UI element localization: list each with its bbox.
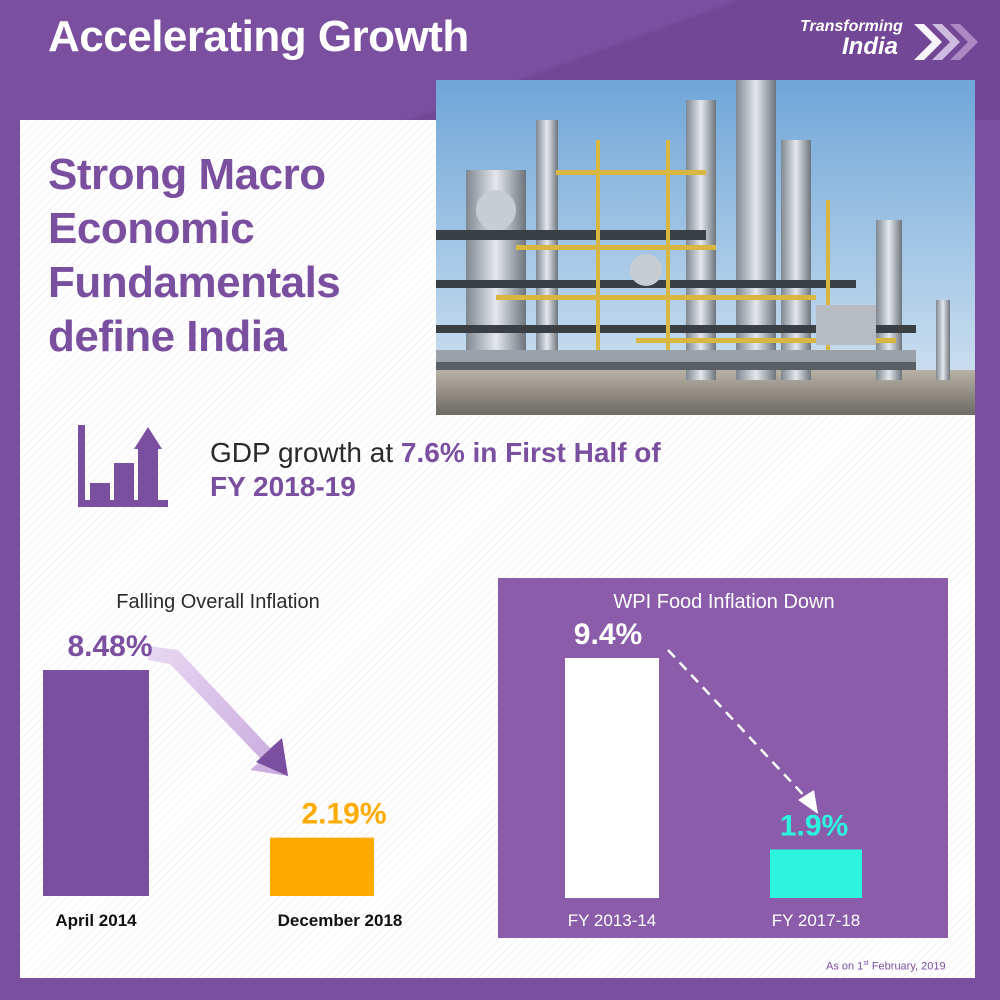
footnote: As on 1st February, 2019 xyxy=(826,960,946,973)
refinery-photo xyxy=(436,80,975,415)
trend-dashed-arrow xyxy=(667,649,811,803)
category-label: FY 2013-14 xyxy=(568,911,657,930)
bar-fy-2017-18 xyxy=(770,849,862,898)
headline-line-1: Strong Macro xyxy=(48,150,326,199)
category-label: April 2014 xyxy=(55,911,137,930)
footnote-sup: st xyxy=(863,960,869,967)
trend-arrow-head xyxy=(798,790,818,814)
data-label: 8.48% xyxy=(67,630,152,663)
gdp-prefix: GDP growth at xyxy=(210,437,401,468)
trend-arrow-head xyxy=(256,738,288,776)
bar-april-2014 xyxy=(43,670,149,896)
footnote-suffix: February, 2019 xyxy=(868,960,946,973)
footnote-prefix: As on 1 xyxy=(826,960,864,973)
data-label: 2.19% xyxy=(301,798,386,831)
gdp-statement: GDP growth at 7.6% in First Half of FY 2… xyxy=(210,436,730,504)
headline-line-4: define India xyxy=(48,312,287,361)
headline-line-3: Fundamentals xyxy=(48,258,341,307)
headline: Strong Macro Economic Fundamentals defin… xyxy=(48,148,428,364)
brand-line-2: India xyxy=(842,33,899,60)
category-label: December 2018 xyxy=(278,911,403,930)
gdp-line-2: FY 2018-19 xyxy=(210,471,356,502)
chart-title: Falling Overall Inflation xyxy=(116,591,319,613)
gdp-line-1: GDP growth at 7.6% in First Half of xyxy=(210,436,730,470)
page-title: Accelerating Growth xyxy=(48,12,469,61)
trend-arrow xyxy=(148,646,288,776)
refinery-illustration xyxy=(436,80,975,415)
gdp-highlight: 7.6% in First Half of xyxy=(400,437,661,468)
bar-chart-growth-icon xyxy=(78,425,168,507)
falling-overall-inflation-chart: Falling Overall Inflation 8.48% April 201… xyxy=(43,591,403,930)
wpi-food-inflation-chart: WPI Food Inflation Down 9.4% FY 2013-14 1.… xyxy=(565,591,862,930)
brand-line-1: Transforming xyxy=(800,18,903,35)
category-label: FY 2017-18 xyxy=(772,911,861,930)
headline-line-2: Economic xyxy=(48,204,255,253)
data-label: 9.4% xyxy=(574,618,642,651)
chart-title: WPI Food Inflation Down xyxy=(613,591,834,613)
brand-logo: Transforming India xyxy=(800,18,980,64)
bar-december-2018 xyxy=(270,837,374,896)
bar-fy-2013-14 xyxy=(565,658,659,898)
data-label: 1.9% xyxy=(780,809,848,842)
chevron-logo-icon xyxy=(914,24,978,60)
